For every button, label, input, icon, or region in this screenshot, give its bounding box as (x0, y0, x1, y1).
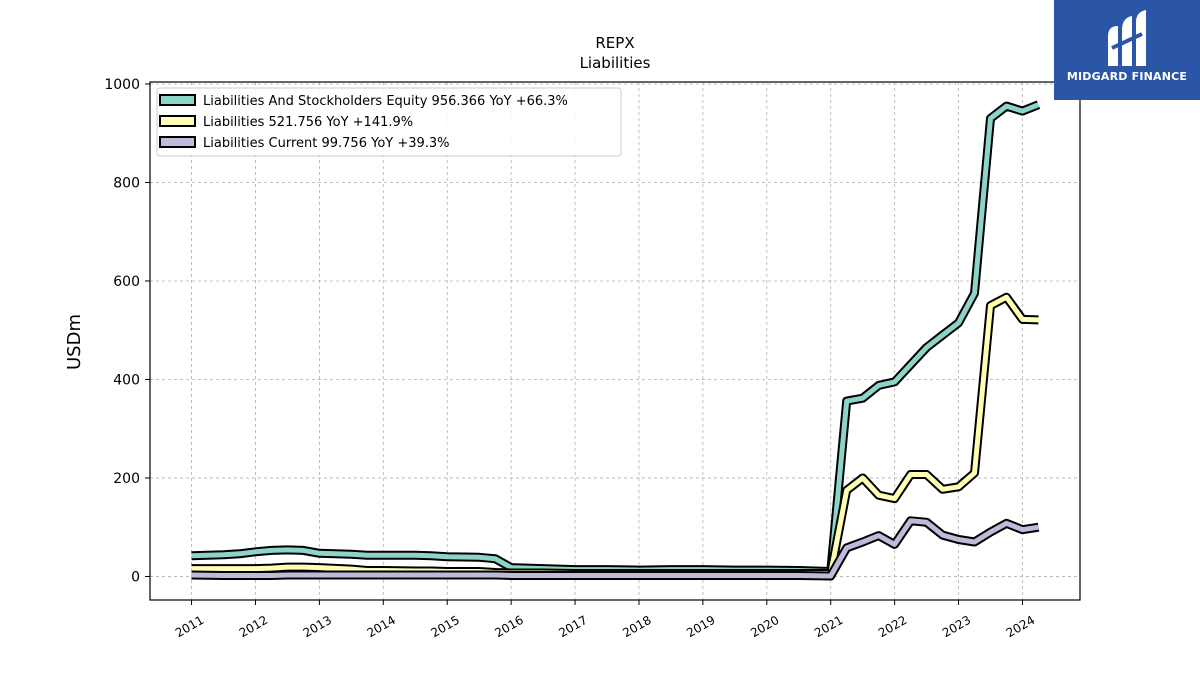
legend-swatch (159, 136, 196, 148)
x-tick-label: 2012 (237, 613, 270, 640)
series-line (191, 102, 1040, 574)
legend: Liabilities And Stockholders Equity 956.… (156, 87, 622, 157)
legend-swatch (159, 94, 196, 106)
x-tick-label: 2019 (684, 613, 717, 640)
series-line (191, 294, 1039, 576)
legend-label: Liabilities Current 99.756 YoY +39.3% (203, 136, 450, 151)
x-tick-label: 2018 (620, 613, 653, 640)
y-tick-label: 600 (113, 274, 140, 290)
y-tick-label: 400 (113, 372, 140, 388)
chart-subtitle: Liabilities (580, 54, 651, 72)
x-tick-label: 2024 (1004, 613, 1037, 640)
legend-label: Liabilities And Stockholders Equity 956.… (203, 94, 568, 109)
midgard-logo-icon (1108, 10, 1146, 66)
y-tick-label: 800 (113, 175, 140, 191)
brand-logo: MIDGARD FINANCE (1054, 0, 1200, 100)
x-tick-label: 2015 (428, 613, 461, 640)
chart-title: REPX (595, 34, 634, 52)
series-line (191, 518, 1039, 579)
x-tick-label: 2014 (365, 613, 398, 640)
logo-text: MIDGARD FINANCE (1066, 70, 1188, 83)
plot-frame (149, 81, 1081, 601)
x-tick-label: 2020 (748, 613, 781, 640)
x-tick-label: 2021 (812, 613, 845, 640)
y-tick-label: 200 (113, 471, 140, 487)
x-tick-label: 2022 (876, 613, 909, 640)
y-tick-label: 0 (131, 569, 140, 585)
x-tick-label: 2013 (301, 613, 334, 640)
x-axis: 2011 2012 2013 2014 2015 2016 2017 2018 2019 2020… (173, 600, 1037, 640)
y-axis-label: USDm (64, 314, 85, 370)
x-tick-label: 2011 (173, 613, 206, 640)
legend-swatch (159, 115, 196, 127)
legend-box (156, 87, 622, 157)
series-lines (191, 100, 1041, 581)
legend-label: Liabilities 521.756 YoY +141.9% (203, 115, 413, 130)
series-outline (191, 100, 1041, 576)
x-tick-label: 2017 (556, 613, 589, 640)
x-tick-label: 2016 (492, 613, 525, 640)
series-outline (191, 292, 1039, 578)
x-tick-label: 2023 (940, 613, 973, 640)
y-tick-label: 1000 (104, 77, 140, 93)
y-axis: 0 200 400 600 800 1000 (104, 77, 150, 585)
